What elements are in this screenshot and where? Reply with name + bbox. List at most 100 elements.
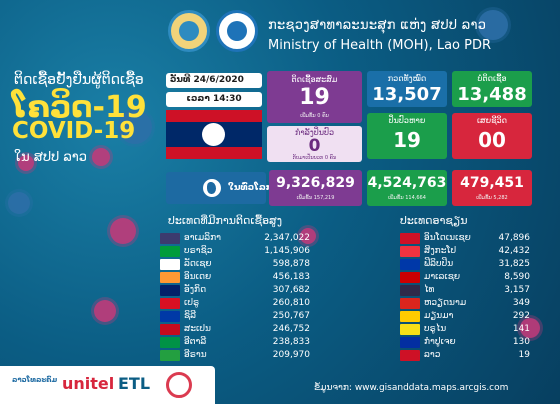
virus-decoration: [18, 155, 34, 171]
virus-decoration: [92, 148, 110, 166]
country-name: ມຽນມາ: [424, 311, 454, 321]
table-row: ຟິລິບປິນ 31,825: [400, 258, 530, 271]
country-name: ອີຣານ: [184, 350, 207, 360]
country-flag-icon: [160, 272, 180, 283]
report-date: ວັນທີ 24/6/2020: [166, 73, 262, 88]
country-name: ລາວ: [424, 350, 441, 360]
negative-tile: ບໍ່ຕິດເຊື້ອ 13,488: [452, 71, 532, 107]
case-count: 307,682: [272, 285, 310, 295]
table-row: ອິນເດຍ 456,183: [160, 271, 310, 284]
table-row: ກຳປູເຈຍ 130: [400, 336, 530, 349]
country-name: ລັດເຊຍ: [184, 259, 212, 269]
country-flag-icon: [160, 233, 180, 244]
unitel-logo: unitel: [62, 374, 115, 393]
world-recovered-tile: 4,524,763 ເພີ່ມຂຶ້ນ 114,664: [367, 170, 447, 206]
country-name: ບຣາຊິວ: [184, 246, 213, 256]
country-flag-icon: [400, 311, 420, 322]
country-name: ອາເມລິກາ: [184, 233, 221, 243]
case-count: 130: [512, 337, 530, 347]
table-row: ອີຣານ 209,970: [160, 349, 310, 362]
table-row: ມຽນມາ 292: [400, 310, 530, 323]
country-name: ອີຕາລີ: [184, 337, 207, 347]
cumulative-cases-tile: ຕິດເຊື້ອສະສົມ 19 ເພີ່ມຂຶ້ນ 0 ຄົນ: [267, 71, 362, 123]
table-row: ລັດເຊຍ 598,878: [160, 258, 310, 271]
country-flag-icon: [400, 285, 420, 296]
country-flag-icon: [400, 246, 420, 257]
active-cases-tile: ກຳລັງປິ່ນປົວ 0 ກັບມາເປັນບວກ 0 ຄົນ: [267, 126, 362, 162]
top-countries-title: ປະເທດທີ່ມີການຕິດເຊື້ອສູງ: [168, 214, 283, 227]
case-count: 456,183: [272, 272, 310, 282]
world-recovered-sub: ເພີ່ມຂຶ້ນ 114,664: [388, 195, 426, 201]
case-count: 47,896: [498, 233, 531, 243]
case-count: 42,432: [498, 246, 531, 256]
cumulative-sub: ເພີ່ມຂຶ້ນ 0 ຄົນ: [300, 113, 329, 119]
case-count: 250,767: [272, 311, 310, 321]
etl-logo: ETL: [118, 374, 151, 393]
table-row: ບຣາຊິວ 1,145,906: [160, 245, 310, 258]
case-count: 260,810: [272, 298, 310, 308]
country-flag-icon: [400, 298, 420, 309]
tested-label: ກວດທັງໝົດ: [387, 74, 427, 83]
world-deaths-sub: ເພີ່ມຂຶ້ນ 5,282: [476, 195, 508, 201]
case-count: 209,970: [272, 350, 310, 360]
country-flag-icon: [400, 350, 420, 361]
recovered-value: 19: [393, 128, 421, 152]
deaths-value: 00: [478, 128, 506, 152]
table-row: ສະເປນ 246,752: [160, 323, 310, 336]
table-row: ເປຣູ 260,810: [160, 297, 310, 310]
country-name: ເປຣູ: [184, 298, 200, 308]
virus-decoration: [118, 110, 152, 144]
case-count: 3,157: [504, 285, 530, 295]
country-flag-icon: [400, 259, 420, 270]
country-flag-icon: [400, 233, 420, 244]
negative-value: 13,488: [457, 84, 527, 105]
data-source: ຂໍ້ມູນຈາກ: www.gisanddata.maps.arcgis.co…: [314, 383, 509, 393]
covid-title-lao: ໂຄວິດ-19: [12, 90, 147, 125]
table-row: ອີຕາລີ 238,833: [160, 336, 310, 349]
country-flag-icon: [160, 324, 180, 335]
country-name: ຊິລີ: [184, 311, 196, 321]
table-row: ບຣູໄນ 141: [400, 323, 530, 336]
table-row: ອາເມລິກາ 2,347,022: [160, 232, 310, 245]
case-count: 19: [518, 350, 530, 360]
country-flag-icon: [160, 298, 180, 309]
country-flag-icon: [160, 311, 180, 322]
laos-flag: [166, 110, 262, 159]
country-flag-icon: [400, 272, 420, 283]
country-name: ກຳປູເຈຍ: [424, 337, 456, 347]
case-count: 1,145,906: [264, 246, 310, 256]
world-cases-sub: ເພີ່ມຂຶ້ນ 157,219: [296, 195, 335, 201]
country-name: ມາເລເຊຍ: [424, 272, 461, 282]
table-row: ຫວຽດນາມ 349: [400, 297, 530, 310]
country-name: ຫວຽດນາມ: [424, 298, 467, 308]
virus-decoration: [478, 10, 508, 40]
table-row: ອັງກິດ 307,682: [160, 284, 310, 297]
virus-decoration: [8, 192, 30, 214]
world-recovered-value: 4,524,763: [367, 175, 447, 191]
virus-decoration: [520, 318, 540, 338]
recovered-label: ປິ່ນປົວຫາຍ: [388, 116, 426, 125]
world-cases-tile: 9,326,829 ເພີ່ມຂຶ້ນ 157,219: [269, 170, 362, 206]
case-count: 8,590: [504, 272, 530, 282]
country-name: ຟິລິບປິນ: [424, 259, 454, 269]
country-name: ໄທ: [424, 285, 435, 295]
cumulative-label: ຕິດເຊື້ອສະສົມ: [291, 75, 338, 84]
country-flag-icon: [160, 246, 180, 257]
country-flag-icon: [400, 324, 420, 335]
health-logo: [216, 10, 258, 52]
recovered-tile: ປິ່ນປົວຫາຍ 19: [367, 113, 447, 159]
report-time: ເວລາ 14:30: [166, 92, 262, 107]
negative-label: ບໍ່ຕິດເຊື້ອ: [477, 74, 507, 83]
country-name: ອິນໂດເນເຊຍ: [424, 233, 471, 243]
country-flag-icon: [160, 259, 180, 270]
table-row: ມາເລເຊຍ 8,590: [400, 271, 530, 284]
table-row: ອິນໂດເນເຊຍ 47,896: [400, 232, 530, 245]
table-row: ຊິລີ 250,767: [160, 310, 310, 323]
virus-decoration: [94, 300, 116, 322]
deaths-tile: ເສຍຊີວິດ 00: [452, 113, 532, 159]
table-row: ລາວ 19: [400, 349, 530, 362]
asean-title: ປະເທດອາຊຽນ: [400, 214, 468, 227]
country-flag-icon: [160, 350, 180, 361]
headline-lao: ຕິດເຊື້ອຢັ້ງຢືນຜູ້ຕິດເຊື້ອ: [14, 72, 144, 88]
active-value: 0: [308, 136, 321, 156]
